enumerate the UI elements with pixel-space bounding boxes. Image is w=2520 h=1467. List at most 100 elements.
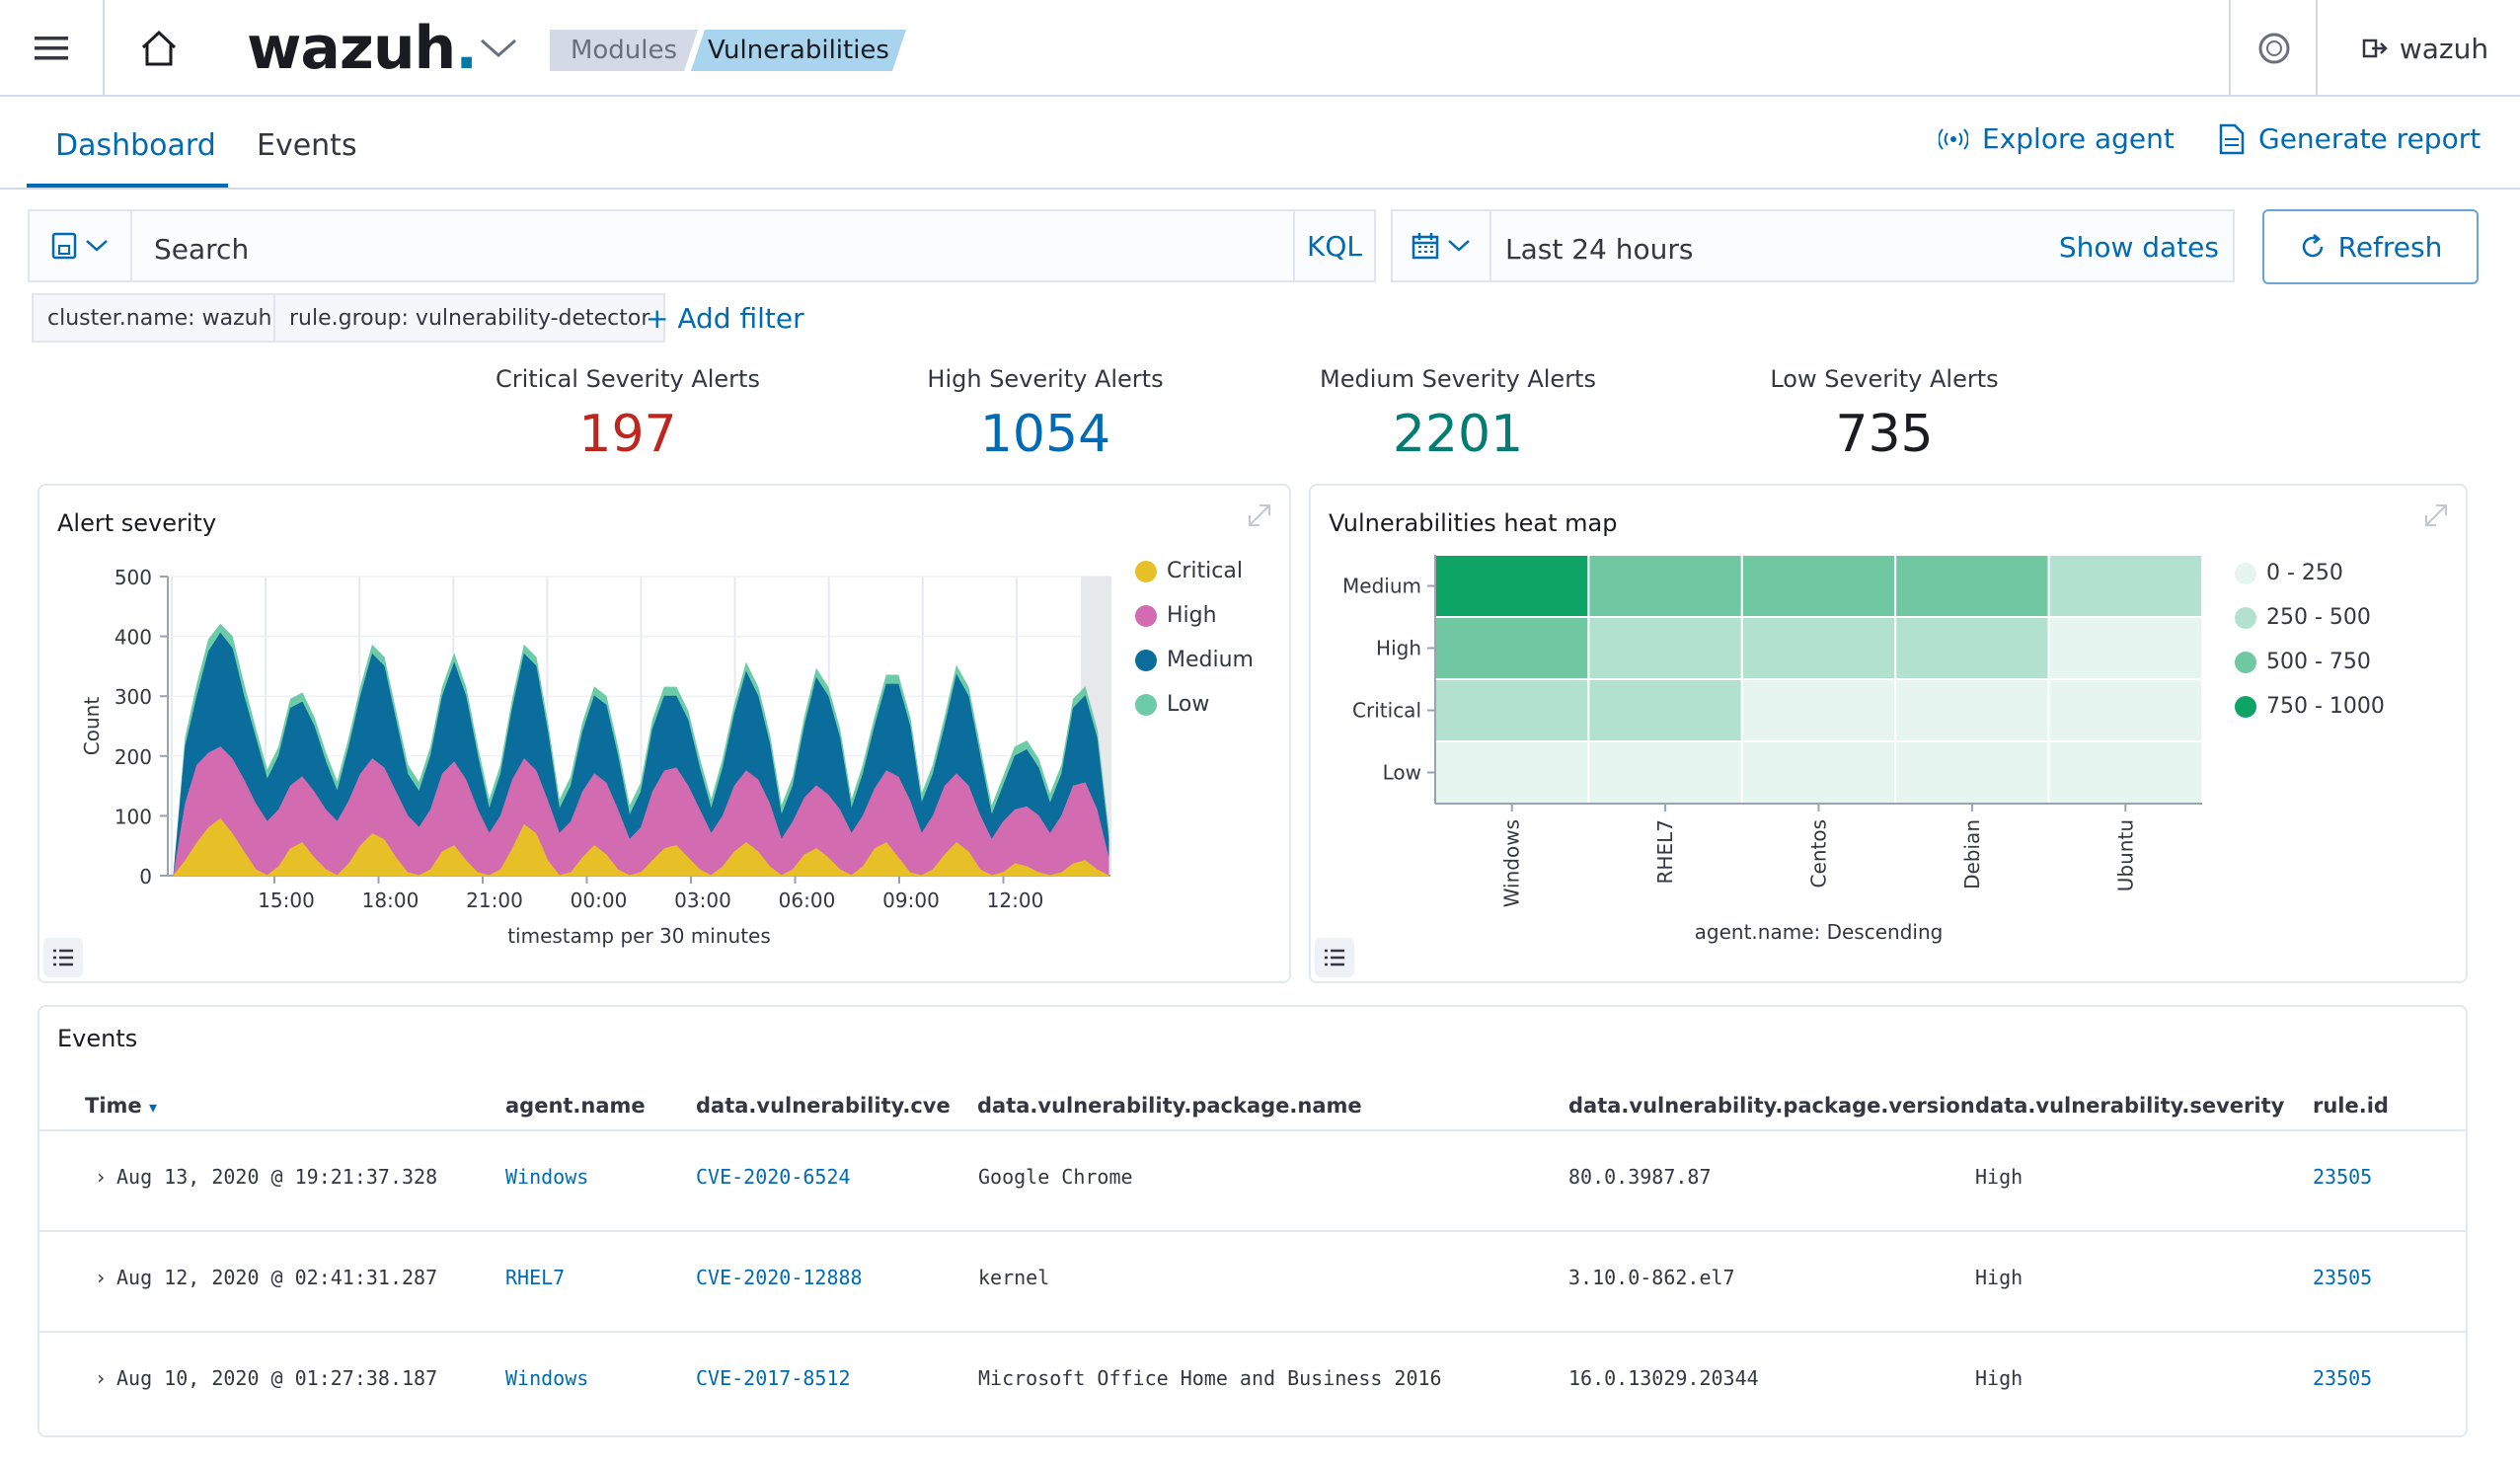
legend-label: Low — [1167, 692, 1210, 717]
cell-cve[interactable]: CVE-2020-6524 — [696, 1165, 851, 1189]
column-header-package-name[interactable]: data.vulnerability.package.name — [977, 1094, 1362, 1118]
area-series-critical — [172, 817, 1109, 877]
cell-severity: High — [1975, 1266, 2024, 1289]
cell-cve[interactable]: CVE-2020-12888 — [696, 1266, 863, 1289]
cell-package-name: kernel — [978, 1266, 1050, 1289]
x-tick-label: 21:00 — [466, 888, 523, 912]
add-filter-button[interactable]: + Add filter — [646, 302, 804, 335]
cell-severity: High — [1975, 1366, 2024, 1390]
column-header-agent[interactable]: agent.name — [505, 1094, 646, 1118]
legend-item-low[interactable]: Low — [1135, 692, 1209, 717]
expand-icon[interactable] — [2422, 502, 2450, 529]
y-axis-label: Count — [80, 697, 104, 756]
expand-row-icon[interactable]: › — [95, 1165, 108, 1189]
panel-title: Vulnerabilities heat map — [1329, 509, 1618, 537]
y-tick-label: 400 — [115, 626, 152, 650]
metric-value[interactable]: 735 — [1835, 405, 1934, 464]
legend-item-range[interactable]: 750 - 1000 — [2235, 694, 2385, 719]
cell-agent[interactable]: Windows — [505, 1165, 589, 1189]
search-bar: Search KQL — [28, 209, 1376, 282]
metric-value[interactable]: 197 — [578, 405, 677, 464]
legend-swatch — [1135, 693, 1157, 716]
legend-item-high[interactable]: High — [1135, 603, 1217, 628]
legend-item-range[interactable]: 0 - 250 — [2235, 561, 2343, 585]
legend-item-range[interactable]: 250 - 500 — [2235, 605, 2371, 630]
wazuh-logo[interactable]: wazuh. — [247, 14, 478, 83]
help-button[interactable] — [2231, 0, 2318, 97]
antenna-icon — [1939, 127, 1968, 150]
legend-toggle[interactable] — [43, 938, 83, 977]
x-tick-label: Centos — [1807, 819, 1831, 888]
cell-time: Aug 12, 2020 @ 02:41:31.287 — [116, 1266, 438, 1289]
cell-package-name: Microsoft Office Home and Business 2016 — [978, 1366, 1442, 1390]
search-input[interactable]: Search — [154, 233, 250, 266]
metric-label: High Severity Alerts — [927, 365, 1164, 393]
heatmap-cell — [2047, 554, 2203, 618]
y-tick-label: Critical — [1352, 699, 1421, 723]
metric-value[interactable]: 1054 — [979, 405, 1111, 464]
date-range[interactable]: Last 24 hours — [1505, 233, 1694, 266]
sort-desc-icon: ▾ — [148, 1098, 157, 1117]
legend-item-range[interactable]: 500 - 750 — [2235, 650, 2371, 674]
legend-swatch — [1135, 604, 1157, 627]
cell-rule-id[interactable]: 23505 — [2313, 1165, 2373, 1189]
heatmap-cell — [1434, 554, 1590, 618]
cell-rule-id[interactable]: 23505 — [2313, 1266, 2373, 1289]
column-header-severity[interactable]: data.vulnerability.severity — [1975, 1094, 2285, 1118]
expand-icon[interactable] — [1246, 502, 1273, 529]
chevron-down-icon — [481, 39, 516, 58]
legend-label: Critical — [1167, 559, 1243, 583]
explore-agent-button[interactable]: Explore agent — [1939, 122, 2175, 155]
saved-query-button[interactable] — [30, 211, 132, 280]
quick-date-menu[interactable] — [1393, 211, 1491, 280]
menu-button[interactable] — [0, 0, 103, 97]
cell-cve[interactable]: CVE-2017-8512 — [696, 1366, 851, 1390]
heatmap-cell — [2047, 678, 2203, 742]
legend-swatch — [1135, 560, 1157, 582]
table-row[interactable]: › Aug 12, 2020 @ 02:41:31.287 RHEL7 CVE-… — [39, 1230, 2466, 1331]
x-tick-label: 09:00 — [882, 888, 940, 912]
filter-pill-cluster[interactable]: cluster.name: wazuh — [32, 293, 288, 343]
y-tick-label: 500 — [115, 566, 152, 589]
column-header-package-version[interactable]: data.vulnerability.package.version — [1568, 1094, 1975, 1118]
table-row[interactable]: › Aug 10, 2020 @ 01:27:38.187 Windows CV… — [39, 1331, 2466, 1431]
x-axis-label: agent.name: Descending — [1695, 920, 1944, 944]
user-menu[interactable]: wazuh — [2341, 0, 2509, 97]
legend-swatch — [2235, 562, 2256, 584]
legend-item-medium[interactable]: Medium — [1135, 648, 1254, 672]
tab-events[interactable]: Events — [257, 128, 357, 163]
breadcrumb-modules[interactable]: Modules — [550, 30, 698, 71]
cell-agent[interactable]: RHEL7 — [505, 1266, 566, 1289]
tab-dashboard[interactable]: Dashboard — [55, 128, 216, 163]
metric-high: High Severity Alerts 1054 — [868, 365, 1223, 464]
column-header-time[interactable]: Time ▾ — [85, 1094, 157, 1118]
filter-pill-rule-group[interactable]: rule.group: vulnerability-detector — [273, 293, 666, 343]
legend-item-critical[interactable]: Critical — [1135, 559, 1243, 583]
x-tick-label: 12:00 — [987, 888, 1044, 912]
calendar-icon — [1412, 233, 1439, 260]
logo-dropdown[interactable] — [474, 0, 523, 97]
legend-toggle[interactable] — [1315, 938, 1354, 977]
show-dates-button[interactable]: Show dates — [2058, 231, 2219, 264]
breadcrumb-vulnerabilities[interactable]: Vulnerabilities — [691, 30, 906, 71]
column-header-rule-id[interactable]: rule.id — [2313, 1094, 2389, 1118]
refresh-button[interactable]: Refresh — [2262, 209, 2479, 284]
column-header-cve[interactable]: data.vulnerability.cve — [696, 1094, 951, 1118]
expand-row-icon[interactable]: › — [95, 1366, 108, 1390]
metric-medium: Medium Severity Alerts 2201 — [1280, 365, 1636, 464]
cell-rule-id[interactable]: 23505 — [2313, 1366, 2373, 1390]
heatmap-cell — [1587, 554, 1743, 618]
top-header: wazuh. Modules Vulnerabilities wazuh — [0, 0, 2520, 97]
cell-agent[interactable]: Windows — [505, 1366, 589, 1390]
metric-low: Low Severity Alerts 735 — [1707, 365, 2062, 464]
y-tick-label: Medium — [1342, 575, 1421, 598]
user-name: wazuh — [2399, 32, 2489, 65]
expand-row-icon[interactable]: › — [95, 1266, 108, 1289]
home-button[interactable] — [105, 0, 213, 97]
table-row[interactable]: › Aug 13, 2020 @ 19:21:37.328 Windows CV… — [39, 1129, 2466, 1230]
heatmap-cell — [1434, 740, 1590, 805]
metric-value[interactable]: 2201 — [1392, 405, 1524, 464]
generate-report-button[interactable]: Generate report — [2219, 122, 2481, 155]
menu-icon — [35, 37, 68, 60]
kql-toggle[interactable]: KQL — [1293, 211, 1374, 280]
